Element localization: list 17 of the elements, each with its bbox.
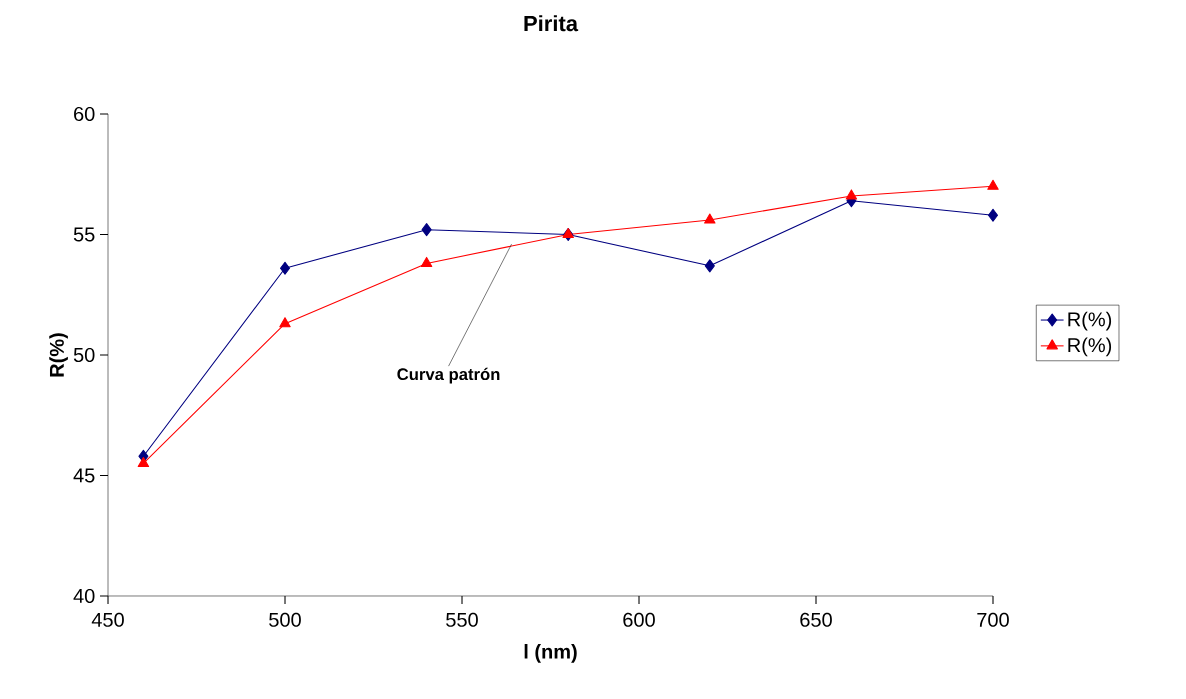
legend-label: R(%) [1068, 311, 1112, 331]
x-tick-label: 600 [623, 612, 655, 627]
y-tick-label: 60 [74, 106, 95, 122]
y-tick-label: 50 [73, 347, 95, 363]
x-axis-title: l (nm) [524, 644, 577, 663]
y-tick-label: 40 [73, 588, 95, 604]
x-tick-label: 500 [269, 612, 301, 627]
chart-title: Pirita [524, 15, 579, 32]
x-tick-label: 700 [977, 612, 1009, 627]
x-tick-label: 450 [91, 612, 124, 627]
y-tick-label: 45 [73, 468, 95, 483]
x-tick-label: 550 [446, 612, 478, 627]
legend-label: R(%) [1068, 337, 1112, 357]
y-tick-label: 55 [73, 227, 95, 242]
annotation: Curva patrón [397, 367, 500, 384]
y-axis-title: R(%) [49, 333, 68, 377]
x-tick-label: 650 [800, 612, 832, 627]
